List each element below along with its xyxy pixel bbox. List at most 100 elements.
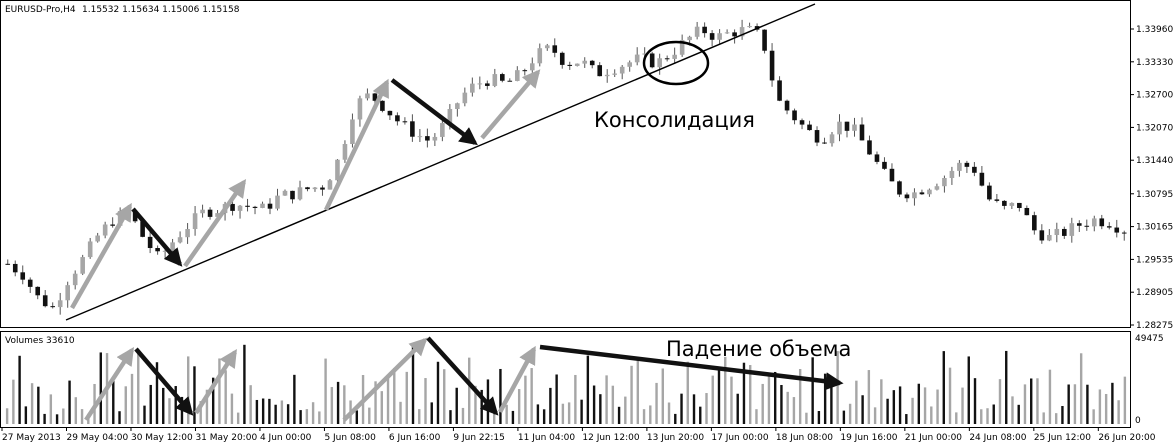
- volume-bar: [274, 404, 277, 424]
- volume-bar: [986, 408, 989, 424]
- candle-body: [537, 48, 543, 64]
- price-panel-frame: [0, 0, 1131, 328]
- candle-body: [874, 154, 880, 162]
- volume-bar: [755, 409, 758, 424]
- candle-body: [642, 53, 647, 55]
- volume-bar: [674, 413, 677, 424]
- candle-body: [1114, 227, 1120, 233]
- candle-body: [282, 190, 288, 196]
- volume-bar: [455, 387, 458, 424]
- symbol-label: EURUSD-Pro,H4: [5, 5, 76, 15]
- volume-bar: [973, 378, 977, 424]
- candle-body: [664, 58, 670, 60]
- volume-bar: [942, 351, 945, 424]
- volume-bar: [930, 406, 933, 424]
- candle-body: [335, 159, 340, 181]
- candle-body: [792, 110, 797, 121]
- volume-bar: [499, 368, 502, 424]
- candle-body: [1002, 200, 1007, 206]
- volume-bar: [243, 344, 246, 424]
- time-tick-label: 5 Jun 08:00: [324, 433, 376, 443]
- volume-bar: [62, 408, 65, 424]
- candle-body: [679, 40, 685, 55]
- candle-body: [260, 203, 265, 208]
- volume-bar: [742, 362, 746, 424]
- candle-body: [762, 29, 767, 51]
- volume-bar: [561, 403, 565, 424]
- volume-bar: [1067, 384, 1070, 424]
- volume-bar: [636, 358, 640, 424]
- candle-body: [170, 242, 175, 251]
- time-tick-label: 21 Jun 00:00: [905, 433, 962, 443]
- volume-bar: [474, 385, 477, 424]
- volume-bar: [923, 387, 927, 424]
- volume-bar: [823, 373, 827, 424]
- candle-body: [402, 121, 408, 123]
- volume-bar: [1086, 384, 1089, 424]
- price-tick-label: 1.30165: [1136, 223, 1173, 233]
- candle-body: [395, 115, 400, 122]
- volume-bar: [861, 395, 864, 424]
- volume-bar: [842, 410, 846, 424]
- candle-body: [1084, 225, 1090, 227]
- volume-bar: [705, 393, 708, 424]
- volume-bar: [717, 367, 721, 424]
- volume-bar: [37, 386, 40, 424]
- candle-body: [694, 26, 700, 37]
- volume-bar: [112, 376, 115, 424]
- candle-body: [432, 136, 438, 141]
- volume-bar: [699, 406, 702, 424]
- volume-bar: [655, 382, 658, 424]
- price-tick-label: 1.33960: [1136, 25, 1173, 35]
- arrow-down: [426, 336, 499, 416]
- candle-body: [65, 285, 70, 301]
- candle-body: [784, 100, 790, 111]
- volume-bar: [149, 384, 152, 424]
- volume-bar: [324, 358, 327, 424]
- candle-body: [35, 286, 41, 296]
- volume-bar: [224, 370, 227, 424]
- candle-body: [177, 237, 183, 243]
- candle-body: [380, 100, 385, 111]
- volume-bar: [936, 389, 939, 424]
- volume-bar: [12, 379, 15, 424]
- candle-body: [492, 74, 498, 86]
- consolidation-circle: [642, 40, 710, 86]
- volume-bar: [911, 397, 914, 424]
- volume-bar: [798, 369, 802, 424]
- volume-bar: [680, 393, 683, 424]
- volume-bar: [792, 397, 796, 424]
- volume-bar: [749, 365, 752, 424]
- volume-bar: [374, 381, 377, 424]
- volume-bar: [736, 393, 739, 424]
- candle-body: [267, 203, 273, 209]
- volume-bar: [630, 365, 633, 424]
- candle-body: [1099, 218, 1105, 227]
- candle-body: [1032, 215, 1037, 231]
- candle-body: [529, 63, 535, 71]
- candle-body: [12, 263, 18, 273]
- volume-bar: [137, 352, 140, 424]
- candle-body: [410, 121, 415, 137]
- volume-bar: [5, 408, 9, 424]
- arrow-up: [70, 202, 132, 310]
- volume-bar: [1098, 389, 1102, 424]
- volume-bar: [848, 403, 852, 424]
- volume-bar: [311, 402, 315, 424]
- candle-body: [80, 257, 85, 274]
- volume-bar: [411, 345, 415, 424]
- volume-bar: [393, 368, 396, 424]
- candle-body: [514, 70, 520, 81]
- candle-body: [425, 136, 430, 141]
- volume-bar: [1117, 400, 1120, 424]
- time-tick-label: 13 Jun 20:00: [647, 433, 704, 443]
- candle-body: [612, 73, 618, 75]
- volume-bar: [18, 355, 21, 424]
- volume-bar: [730, 376, 733, 424]
- volume-bar: [517, 389, 521, 424]
- candle-body: [972, 166, 977, 173]
- volume-bar: [642, 409, 646, 424]
- candle-body: [889, 168, 895, 182]
- volume-bar: [74, 397, 78, 424]
- volume-bar: [368, 407, 371, 424]
